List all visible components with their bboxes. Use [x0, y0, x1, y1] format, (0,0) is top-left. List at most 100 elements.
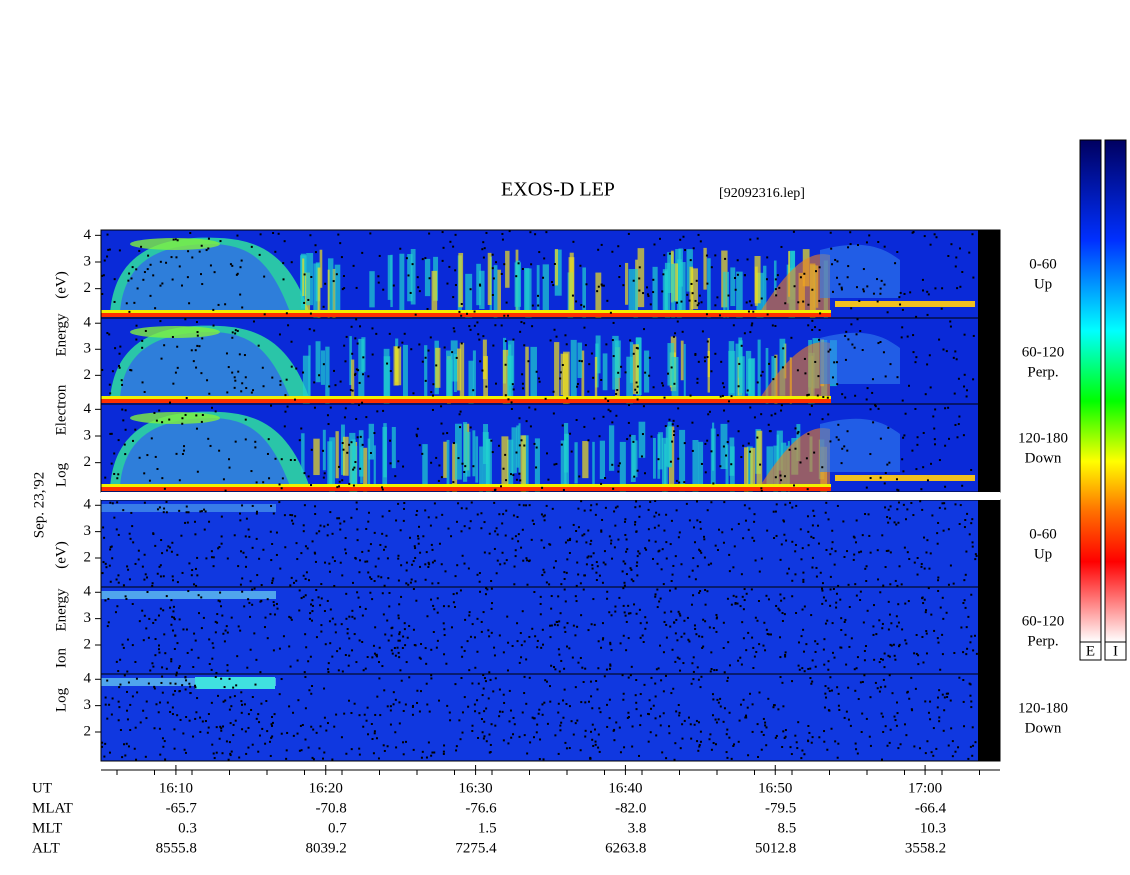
spectrogram-noise: [937, 521, 940, 524]
spectrogram-noise: [847, 246, 850, 249]
spectrogram-noise: [948, 437, 951, 440]
spectrogram-noise: [766, 313, 769, 316]
spectrogram-noise: [644, 616, 647, 619]
spectrogram-noise: [296, 659, 299, 662]
spectrogram-noise: [541, 713, 544, 716]
spectrogram-noise: [823, 706, 826, 709]
spectrogram-noise: [443, 653, 446, 656]
spectrogram-noise: [830, 689, 833, 692]
spectrogram-noise: [323, 751, 326, 754]
spectrogram-noise: [598, 574, 601, 577]
spectrogram-noise: [591, 707, 594, 710]
spectrogram-noise: [923, 598, 926, 601]
spectrogram-noise: [941, 693, 944, 696]
spectrogram-noise: [158, 506, 161, 509]
spectrogram-noise: [365, 527, 368, 530]
spectrogram-noise: [150, 437, 153, 440]
spectrogram-noise: [367, 549, 370, 552]
spectrogram-noise: [594, 743, 597, 746]
spectrogram-noise: [973, 634, 976, 637]
spectrogram-feature: [475, 436, 479, 483]
spectrogram-noise: [829, 575, 832, 578]
spectrogram-noise: [676, 320, 679, 323]
spectrogram-noise: [271, 579, 274, 582]
spectrogram-noise: [676, 639, 679, 642]
spectrogram-noise: [673, 621, 676, 624]
spectrogram-noise: [528, 560, 531, 563]
spectrogram-noise: [742, 444, 745, 447]
spectrogram-noise: [767, 598, 770, 601]
spectrogram-noise: [106, 625, 109, 628]
spectrogram-noise: [491, 451, 494, 454]
spectrogram-noise: [758, 691, 761, 694]
spectrogram-noise: [636, 561, 639, 564]
spectrogram-noise: [580, 500, 583, 503]
spectrogram-noise: [837, 438, 840, 441]
spectrogram-noise: [351, 581, 354, 584]
spectrogram-noise: [220, 542, 223, 545]
spectrogram-noise: [774, 476, 777, 479]
spectrogram-noise: [676, 656, 679, 659]
spectrogram-noise: [394, 698, 397, 701]
spectrogram-noise: [961, 484, 964, 487]
spectrogram-noise: [737, 740, 740, 743]
spectrogram-noise: [683, 481, 686, 484]
spectrogram-noise: [190, 648, 193, 651]
spectrogram-noise: [900, 583, 903, 586]
spectrogram-noise: [274, 250, 277, 253]
ephemeris-value: 3558.2: [905, 840, 946, 856]
spectrogram-noise: [678, 612, 681, 615]
spectrogram-noise: [974, 741, 977, 744]
spectrogram-noise: [517, 540, 520, 543]
spectrogram-noise: [416, 689, 419, 692]
spectrogram-noise: [540, 539, 543, 542]
spectrogram-noise: [480, 630, 483, 633]
spectrogram-noise: [494, 677, 497, 680]
spectrogram-noise: [211, 743, 214, 746]
spectrogram-noise: [466, 640, 469, 643]
spectrogram-noise: [963, 333, 966, 336]
spectrogram-noise: [694, 578, 697, 581]
spectrogram-noise: [322, 305, 325, 308]
spectrogram-noise: [370, 723, 373, 726]
spectrogram-noise: [398, 722, 401, 725]
spectrogram-noise: [772, 378, 775, 381]
spectrogram-noise: [572, 733, 575, 736]
spectrogram-noise: [543, 571, 546, 574]
spectrogram-noise: [915, 315, 918, 318]
spectrogram-noise: [663, 611, 666, 614]
spectrogram-noise: [887, 508, 890, 511]
spectrogram-noise: [317, 596, 320, 599]
spectrogram-noise: [224, 303, 227, 306]
spectrogram-noise: [883, 482, 886, 485]
spectrogram-noise: [493, 547, 496, 550]
spectrogram-noise: [632, 279, 635, 282]
spectrogram-noise: [724, 257, 727, 260]
spectrogram-noise: [580, 614, 583, 617]
spectrogram-noise: [531, 519, 534, 522]
spectrogram-noise: [298, 749, 301, 752]
spectrogram-feature: [322, 429, 326, 471]
spectrogram-noise: [134, 726, 137, 729]
spectrogram-noise: [941, 287, 944, 290]
spectrogram-feature: [728, 341, 735, 394]
spectrogram-noise: [765, 628, 768, 631]
spectrogram-noise: [355, 368, 358, 371]
spectrogram-noise: [156, 467, 159, 470]
spectrogram-feature: [568, 257, 575, 313]
spectrogram-noise: [142, 278, 145, 281]
spectrogram-noise: [512, 733, 515, 736]
spectrogram-noise: [933, 427, 936, 430]
spectrogram-noise: [691, 569, 694, 572]
spectrogram-noise: [389, 370, 392, 373]
x-tick-label: 16:10: [159, 780, 193, 796]
spectrogram-noise: [921, 289, 924, 292]
spectrogram-noise: [229, 752, 232, 755]
spectrogram-noise: [314, 251, 317, 254]
spectrogram-feature: [507, 439, 514, 485]
spectrogram-noise: [699, 730, 702, 733]
spectrogram-noise: [449, 240, 452, 243]
spectrogram-noise: [296, 558, 299, 561]
spectrogram-noise: [288, 615, 291, 618]
spectrogram-noise: [698, 591, 701, 594]
